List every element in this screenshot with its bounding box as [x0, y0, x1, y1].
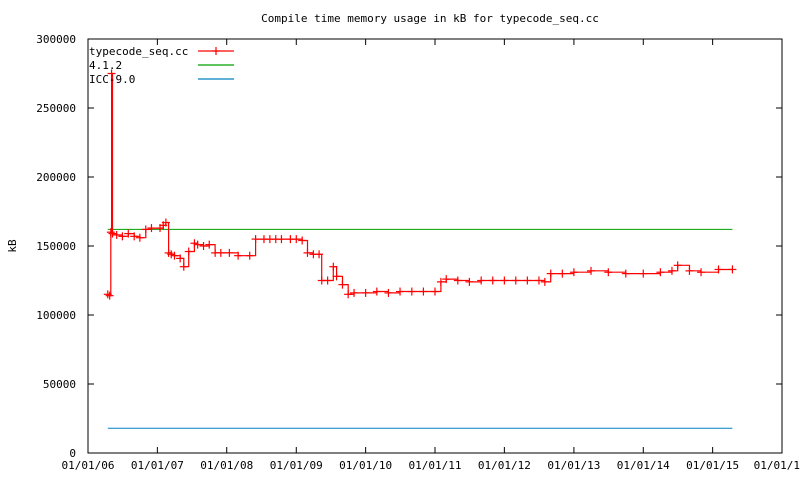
data-point: [329, 262, 338, 271]
x-tick-label: 01/01/06: [62, 459, 115, 472]
data-point: [540, 277, 549, 286]
data-point: [500, 276, 509, 285]
data-point: [344, 290, 353, 299]
data-point: [338, 280, 347, 289]
data-point: [442, 275, 451, 284]
data-point: [332, 272, 341, 281]
x-tick-label: 01/01/14: [617, 459, 670, 472]
data-point: [193, 240, 202, 249]
legend-point-marker: [212, 47, 220, 55]
data-point: [124, 229, 133, 238]
x-tick-label: 01/01/08: [200, 459, 253, 472]
y-tick-label: 50000: [43, 378, 76, 391]
y-tick-label: 150000: [36, 240, 76, 253]
data-point: [534, 276, 543, 285]
data-point: [685, 266, 694, 275]
data-point: [108, 229, 117, 238]
data-point: [225, 248, 234, 257]
y-axis-label: kB: [6, 239, 19, 253]
data-point: [714, 265, 723, 274]
data-point: [511, 276, 520, 285]
data-point: [546, 269, 555, 278]
plot-area-frame: [87, 38, 783, 454]
data-point: [465, 277, 474, 286]
data-point: [205, 240, 214, 249]
data-point: [315, 250, 324, 259]
x-tick-label: 01/01/12: [478, 459, 531, 472]
legend-label: typecode_seq.cc: [89, 45, 188, 58]
data-point: [135, 233, 144, 242]
data-point: [656, 268, 665, 277]
data-point: [396, 287, 405, 296]
data-point: [453, 276, 462, 285]
data-point: [569, 268, 578, 277]
series-line-typecode-seq-cc: [107, 72, 733, 297]
data-point: [350, 288, 359, 297]
y-tick-label: 100000: [36, 309, 76, 322]
data-point: [587, 266, 596, 275]
data-point: [112, 230, 121, 239]
y-tick-label: 200000: [36, 171, 76, 184]
data-point: [303, 248, 312, 257]
data-point: [436, 277, 445, 286]
data-point: [216, 248, 225, 257]
data-point: [251, 235, 260, 244]
data-point: [103, 290, 112, 299]
data-point: [419, 287, 428, 296]
data-point: [170, 251, 179, 260]
data-point: [697, 268, 706, 277]
data-point: [199, 242, 208, 250]
x-axis: 01/01/06 01/01/07 01/01/08 01/01/09 01/01/10…: [62, 39, 800, 472]
y-tick-label: 250000: [36, 102, 76, 115]
y-tick-label: 300000: [36, 33, 76, 46]
data-point: [184, 247, 193, 256]
data-point: [245, 251, 254, 260]
x-tick-label: 01/01/13: [547, 459, 600, 472]
x-tick-label: 01/01/15: [686, 459, 739, 472]
data-point: [667, 266, 676, 275]
series-layer: [103, 69, 737, 429]
legend-label: 4.1.2: [89, 59, 122, 72]
data-point: [105, 291, 114, 300]
chart-title: Compile time memory usage in kB for type…: [261, 12, 599, 25]
y-axis: 0 50000 100000 150000 200000 250000 300000: [36, 33, 782, 460]
data-point: [604, 268, 613, 277]
data-point: [361, 288, 370, 297]
data-point: [488, 276, 497, 285]
data-point: [558, 269, 567, 278]
legend-label: ICC-9.0: [89, 73, 135, 86]
data-point: [621, 269, 630, 278]
x-tick-label: 01/01/09: [270, 459, 323, 472]
data-point: [431, 287, 439, 296]
data-point: [298, 236, 307, 245]
y-tick-label: 0: [69, 447, 76, 460]
data-point: [277, 235, 286, 244]
data-point: [147, 224, 156, 233]
data-point: [372, 287, 381, 296]
data-point: [292, 235, 301, 244]
data-point: [323, 276, 332, 285]
x-tick-label: 01/01/07: [131, 459, 184, 472]
x-tick-label: 01/01/11: [409, 459, 462, 472]
data-point: [130, 232, 139, 241]
data-point: [107, 69, 116, 78]
data-point: [673, 261, 682, 270]
x-tick-label: 01/01/10: [339, 459, 392, 472]
data-point: [407, 287, 416, 296]
data-point: [106, 228, 115, 237]
data-point: [161, 218, 170, 227]
data-point: [118, 232, 127, 241]
data-point: [141, 225, 150, 234]
data-point: [523, 276, 532, 285]
data-point: [179, 262, 188, 271]
data-point: [176, 254, 185, 263]
data-point: [728, 265, 737, 274]
data-point: [234, 251, 243, 260]
data-point: [384, 288, 393, 297]
data-point: [477, 276, 486, 285]
data-point: [639, 269, 648, 278]
x-tick-label: 01/01/1: [754, 459, 800, 472]
